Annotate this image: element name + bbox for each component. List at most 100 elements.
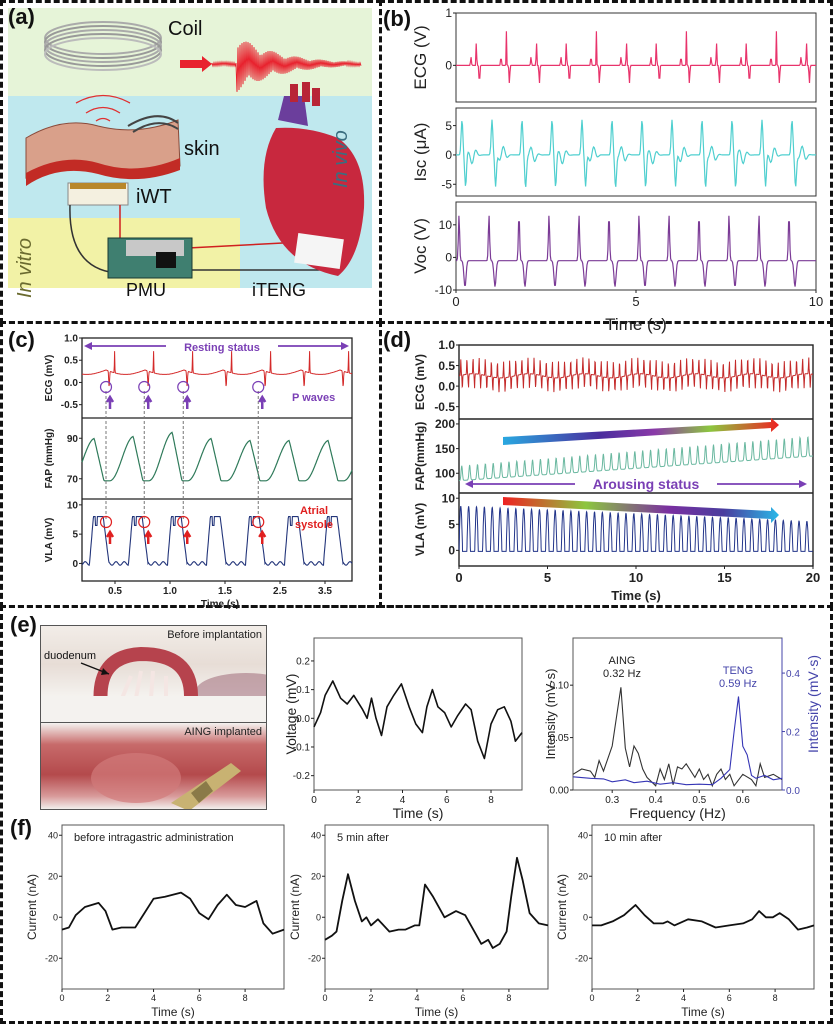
x-tick-label: 8 <box>773 993 778 1003</box>
y-tick-label: 0.0 <box>64 378 78 389</box>
x-tick-label: 4 <box>414 993 419 1003</box>
before-implantation-label: Before implantation <box>167 629 262 641</box>
data-line <box>592 904 815 931</box>
vla-line <box>81 516 353 567</box>
panel-f-label: (f) <box>10 815 32 840</box>
aing-implanted-label: AING implanted <box>184 726 262 738</box>
y-tick-label: -0.1 <box>293 742 311 753</box>
vla-line <box>458 505 813 552</box>
y-tick-label: -0.5 <box>434 400 455 414</box>
x-tick-label: 6 <box>460 993 465 1003</box>
chart-f-before-administration: 40 20 0 -20 0 2 4 6 8 Time (s) Current (nA) before … <box>25 824 285 1019</box>
y-tick-label: 1.0 <box>64 334 78 345</box>
iteng-device <box>294 232 344 270</box>
y-tick-label: -20 <box>45 953 58 963</box>
y-tick-label: 0 <box>448 544 455 558</box>
x-tick-label: 0.3 <box>605 795 619 806</box>
y-tick-label: 1 <box>445 6 452 20</box>
x-tick-label: 8 <box>506 993 511 1003</box>
panel-e-label: (e) <box>10 612 37 637</box>
y-tick-label: 10 <box>439 218 453 232</box>
panel-a-schematic: Coil skin iWT PMU iTENG In vivo In vitro <box>8 8 372 300</box>
p-wave-arrow-icon <box>105 394 115 409</box>
plot-frame <box>61 824 285 990</box>
plot-frame <box>591 824 815 990</box>
arrow-right-icon <box>180 56 212 72</box>
p-wave-circle <box>138 380 151 394</box>
in-vivo-label: In vivo <box>330 130 352 188</box>
atrial-systole-circle <box>138 515 151 529</box>
y-tick-label: 5 <box>448 517 455 531</box>
y-axis-label: Isc (μA) <box>411 123 430 182</box>
x-tick-label: 0 <box>452 294 459 309</box>
fap-line <box>458 435 813 482</box>
panel-d-label: (d) <box>383 327 412 352</box>
p-wave-arrow-icon <box>183 394 192 409</box>
p-wave-circle <box>99 380 113 394</box>
duodenum-label: duodenum <box>44 650 96 662</box>
atrial-systole-circle <box>99 515 113 529</box>
x-tick-label: 20 <box>806 570 820 585</box>
atrial-systole-circle <box>252 515 265 529</box>
wireless-waves-icon <box>75 94 131 122</box>
y-axis-label: ECG (mV) <box>44 355 55 402</box>
y-tick-label: 1.0 <box>438 338 455 352</box>
y-tick-label: 0.2 <box>296 656 310 667</box>
x-tick-label: 5 <box>632 294 639 309</box>
x-axis-label: Frequency (Hz) <box>629 805 725 821</box>
y-axis-label: Voc (V) <box>411 218 430 274</box>
peak-annotation-frequency: 0.32 Hz <box>603 668 641 680</box>
y-tick-label: 0 <box>53 912 58 922</box>
x-tick-label: 0 <box>322 993 327 1003</box>
duodenum-illustration <box>41 646 266 722</box>
y-tick-label: 0.00 <box>550 786 570 797</box>
photo-aing-implanted: AING implanted <box>40 722 267 810</box>
arrow-right-icon <box>341 342 349 350</box>
series-line-teng <box>572 696 783 786</box>
x-tick-label: 5 <box>544 570 551 585</box>
x-axis-label: Time (s) <box>415 1005 459 1019</box>
ecg-line <box>459 357 814 393</box>
schematic-illustration <box>25 21 365 279</box>
y-axis-label: Current (nA) <box>288 874 302 940</box>
x-tick-label: 2 <box>368 993 373 1003</box>
x-tick-label: 6 <box>444 795 450 806</box>
arrow-pointer-icon <box>80 662 110 675</box>
x-tick-label: 6 <box>727 993 732 1003</box>
plot-frame <box>81 337 353 582</box>
data-line <box>324 856 549 949</box>
x-axis-label: Time (s) <box>605 315 667 334</box>
x-tick-label: 2 <box>105 993 110 1003</box>
y-tick-label: -10 <box>435 283 453 297</box>
y-tick-label: 5 <box>72 530 78 541</box>
plot-frame <box>313 637 523 791</box>
panel-b-label: (b) <box>383 6 412 31</box>
panel-c-label: (c) <box>8 327 35 352</box>
panel-ef-border <box>0 605 833 1024</box>
y-tick-label: 5 <box>445 119 452 133</box>
subplot-frame <box>455 12 817 103</box>
y-tick-label: -0.5 <box>61 400 79 411</box>
x-tick-label: 10 <box>629 570 643 585</box>
y-tick-label: 20 <box>578 871 588 881</box>
x-axis-label: Time (s) <box>681 1005 725 1019</box>
y-tick-label: 90 <box>67 434 79 445</box>
y-tick-label: 0 <box>445 251 452 265</box>
y-axis-label: VLA (mV) <box>44 518 55 563</box>
arrow-left-icon <box>84 342 92 350</box>
x-tick-label: 0 <box>589 993 594 1003</box>
x-tick-label: 2.5 <box>273 586 287 597</box>
atrial-systole-arrow-icon <box>144 529 153 544</box>
chart-f-5-min-after: 40 20 0 -20 0 2 4 6 8 Time (s) Current (nA) 5 min a… <box>288 824 549 1019</box>
y-tick-label: 0 <box>445 148 452 162</box>
x-tick-label: 10 <box>809 294 823 309</box>
y-axis-label: FAP (mmHg) <box>44 429 55 489</box>
y-tick-label: -5 <box>441 177 452 191</box>
y-tick-label: -20 <box>575 953 588 963</box>
x-tick-label: 4 <box>400 795 406 806</box>
wireless-signal-waveform <box>211 41 362 92</box>
atrial-systole-circle <box>177 515 190 529</box>
x-tick-label: 0 <box>455 570 462 585</box>
p-wave-arrow-icon <box>258 394 267 409</box>
